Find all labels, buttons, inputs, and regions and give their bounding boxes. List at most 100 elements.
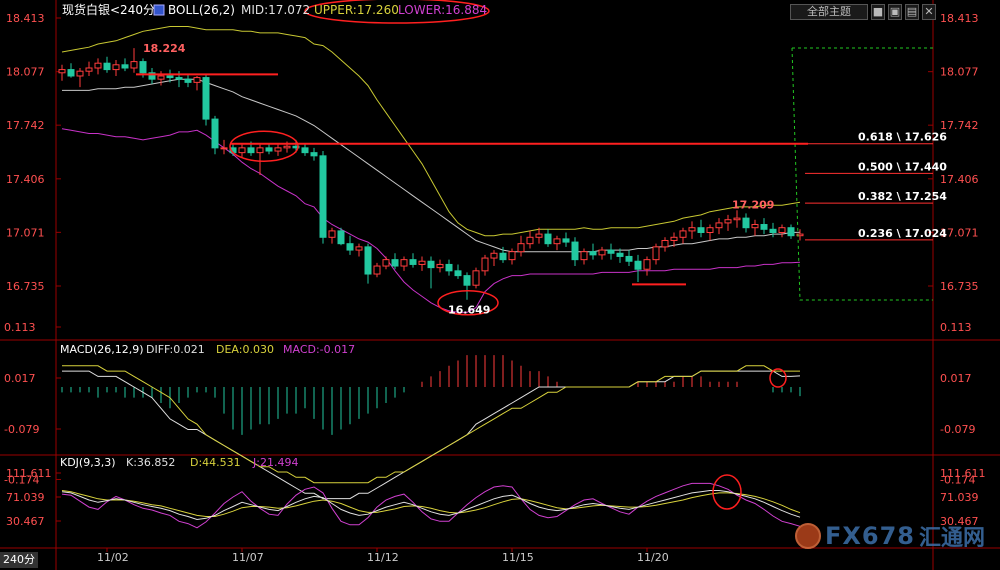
macd-header: MACD(26,12,9) DIFF:0.021 DEA:0.030 MACD:… <box>60 343 355 356</box>
main-ytick-label-right: 17.406 <box>940 173 979 186</box>
boll-lower-line <box>61 128 801 313</box>
candle-body <box>166 75 174 79</box>
candle-body <box>508 251 516 261</box>
macd-ytick-label-right: 0.113 <box>940 321 972 334</box>
fib-level-label: 0.500 \ 17.440 <box>858 160 947 173</box>
period-label: <240分> <box>110 3 165 17</box>
macd-dea-line <box>62 365 800 484</box>
main-panel[interactable] <box>58 26 804 313</box>
kdj-j-line <box>61 482 801 529</box>
candle-body <box>742 217 750 229</box>
candle-body <box>148 72 156 80</box>
candle-body <box>346 243 354 251</box>
boll-upper-line <box>61 26 801 237</box>
annotation-layer: 0.618 \ 17.626 0.500 \ 17.440 0.382 \ 17.2… <box>136 0 947 510</box>
macd-ytick-label: 0.017 <box>4 372 36 385</box>
candle-body <box>787 227 795 237</box>
candle-body <box>796 233 804 237</box>
fib-level-label: 0.618 \ 17.626 <box>858 131 947 144</box>
candle-body <box>391 259 399 267</box>
boll-indicator-label: BOLL(26,2) <box>168 3 235 17</box>
all-themes-button[interactable]: 全部主题 <box>790 4 868 20</box>
recent-high-label: 17.209 <box>732 198 774 211</box>
boll-upper-value: UPPER:17.260 <box>314 3 399 17</box>
candle-body <box>490 252 498 259</box>
candle-body <box>283 145 291 149</box>
boll-mid-value: MID:17.072 <box>241 3 310 17</box>
theme-square-button[interactable]: ■ <box>871 4 885 20</box>
main-ytick-label: 18.413 <box>6 12 45 25</box>
main-ytick-label-right: 17.071 <box>940 226 979 239</box>
kdj-panel[interactable] <box>61 482 801 529</box>
main-ytick-label-right: 17.742 <box>940 119 979 132</box>
candle-body <box>112 64 120 71</box>
macd-diff-line <box>62 370 801 500</box>
macd-ytick-label-right: -0.174 <box>940 473 975 486</box>
kdj-k-value: K:36.852 <box>126 456 175 469</box>
main-ytick-label: 16.735 <box>6 280 45 293</box>
candle-body <box>544 233 552 245</box>
symbol-name: 现货白银 <box>62 2 110 17</box>
candle-body <box>607 249 615 254</box>
kdj-ytick-label-right: 71.039 <box>940 491 979 504</box>
projection-box <box>791 47 933 301</box>
x-date-label: 11/20 <box>637 551 669 564</box>
highlight-circle-1 <box>229 130 299 163</box>
candle-body <box>67 69 75 77</box>
main-ytick-label: 17.406 <box>6 173 45 186</box>
toolbar-buttons: 全部主题 ■ ▣ ▤ ✕ <box>790 4 936 20</box>
kdj-circle <box>712 474 742 510</box>
candle-body <box>688 227 696 232</box>
candle-body <box>139 61 147 74</box>
kdj-indicator-label: KDJ(9,3,3) <box>60 456 116 469</box>
candle-body <box>625 255 633 262</box>
candle-body <box>292 145 300 149</box>
candle-body <box>121 64 129 69</box>
candle-body <box>238 147 246 154</box>
candle-body <box>211 118 219 149</box>
macd-circle <box>769 368 787 388</box>
candle-body <box>724 219 732 224</box>
candle-body <box>733 217 741 221</box>
x-date-label: 11/12 <box>367 551 399 564</box>
candle-body <box>310 152 318 157</box>
main-ytick-label: 18.077 <box>6 66 45 79</box>
candle-body <box>751 224 759 229</box>
macd-dea-value: DEA:0.030 <box>216 343 274 356</box>
main-ytick-label: 17.071 <box>6 226 45 239</box>
candle-body <box>643 259 651 270</box>
macd-ytick-label-right: -0.079 <box>940 423 975 436</box>
candle-body <box>517 243 525 253</box>
candle-body <box>769 228 777 233</box>
macd-ytick-label-right: 0.017 <box>940 372 972 385</box>
layout-button[interactable]: ▣ <box>888 4 902 20</box>
candle-body <box>256 147 264 154</box>
macd-ytick-label: -0.079 <box>4 423 39 436</box>
candle-body <box>220 147 228 150</box>
macd-panel[interactable] <box>61 355 801 500</box>
candle-body <box>715 222 723 229</box>
macd-ytick-label: -0.174 <box>4 473 39 486</box>
macd-diff-value: DIFF:0.021 <box>146 343 205 356</box>
macd-ytick-label: 0.113 <box>4 321 36 334</box>
candle-body <box>85 67 93 72</box>
boll-lower-value: LOWER:16.884 <box>398 3 487 17</box>
candle-body <box>76 70 84 77</box>
kdj-ytick-label-right: 30.467 <box>940 515 979 528</box>
main-ytick-label-right: 18.413 <box>940 12 979 25</box>
main-ytick-label-right: 16.735 <box>940 280 979 293</box>
candle-body <box>319 155 327 238</box>
period-tab[interactable]: 240分 <box>0 552 38 568</box>
candle-body <box>589 251 597 256</box>
list-button[interactable]: ▤ <box>905 4 919 20</box>
candle-body <box>697 227 705 233</box>
candle-body <box>355 246 363 251</box>
axis-layer: 18.413 18.413 18.077 18.077 17.742 17.742 17.4… <box>4 12 986 564</box>
close-button[interactable]: ✕ <box>922 4 936 20</box>
kdj-k-line <box>61 490 801 521</box>
candle-body <box>661 239 669 248</box>
candle-body <box>202 77 210 120</box>
candle-body <box>634 260 642 270</box>
candle-body <box>184 78 192 83</box>
fib-level-label: 0.382 \ 17.254 <box>858 190 947 203</box>
